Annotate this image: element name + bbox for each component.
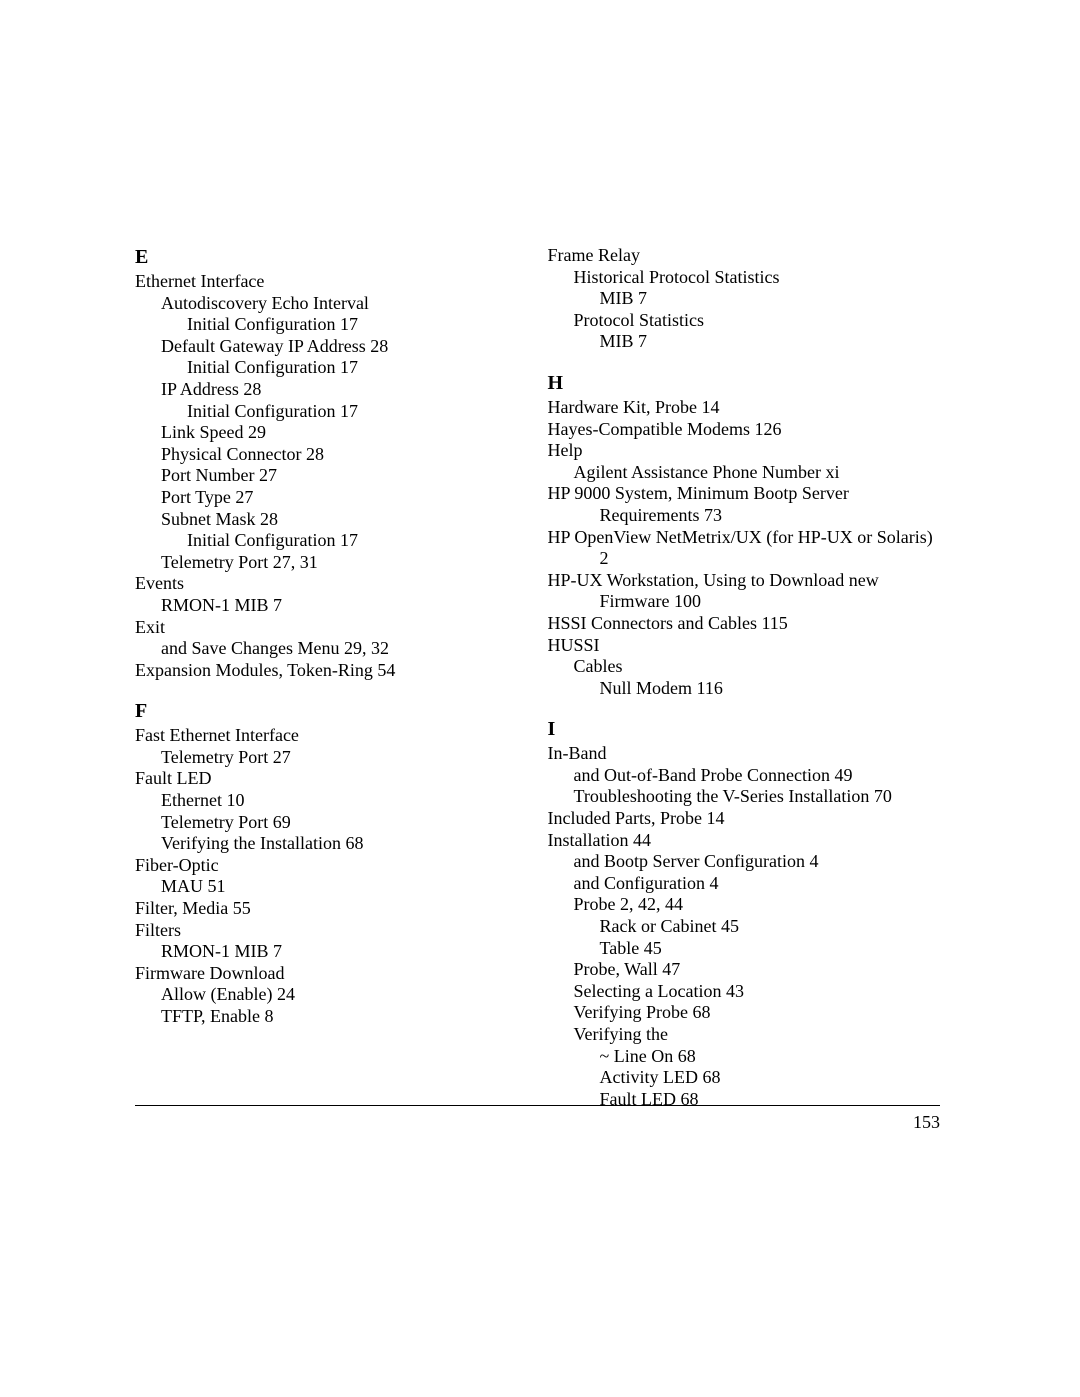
index-entry: HSSI Connectors and Cables 115 (548, 613, 941, 635)
index-entry: Fast Ethernet Interface (135, 725, 528, 747)
index-entry: Autodiscovery Echo Interval (135, 293, 528, 315)
index-entry: Exit (135, 617, 528, 639)
index-entry: RMON-1 MIB 7 (135, 941, 528, 963)
index-entry: Verifying the Installation 68 (135, 833, 528, 855)
index-entry: HP-UX Workstation, Using to Download new (548, 570, 941, 592)
index-entry: and Configuration 4 (548, 873, 941, 895)
index-entry: Fault LED (135, 768, 528, 790)
index-entry: and Bootp Server Configuration 4 (548, 851, 941, 873)
index-entry: and Save Changes Menu 29, 32 (135, 638, 528, 660)
index-entry: Troubleshooting the V-Series Installatio… (548, 786, 941, 808)
index-entry: Fiber-Optic (135, 855, 528, 877)
index-entry: Cables (548, 656, 941, 678)
index-section-letter: I (548, 717, 941, 741)
index-entry: Included Parts, Probe 14 (548, 808, 941, 830)
index-entry: Verifying the (548, 1024, 941, 1046)
index-entry: and Out-of-Band Probe Connection 49 (548, 765, 941, 787)
index-entry: Allow (Enable) 24 (135, 984, 528, 1006)
index-entry: Hardware Kit, Probe 14 (548, 397, 941, 419)
index-entry: Ethernet Interface (135, 271, 528, 293)
index-entry: Subnet Mask 28 (135, 509, 528, 531)
index-entry: Probe 2, 42, 44 (548, 894, 941, 916)
right-column: Frame RelayHistorical Protocol Statistic… (548, 245, 941, 1110)
index-entry: Historical Protocol Statistics (548, 267, 941, 289)
index-entry: Link Speed 29 (135, 422, 528, 444)
index-entry: Table 45 (548, 938, 941, 960)
page-number: 153 (913, 1112, 940, 1134)
index-page: EEthernet InterfaceAutodiscovery Echo In… (135, 245, 940, 1110)
index-entry: Hayes-Compatible Modems 126 (548, 419, 941, 441)
index-entry: MAU 51 (135, 876, 528, 898)
index-entry: In-Band (548, 743, 941, 765)
index-entry: Installation 44 (548, 830, 941, 852)
index-entry: Probe, Wall 47 (548, 959, 941, 981)
index-entry: Selecting a Location 43 (548, 981, 941, 1003)
index-entry: Firmware 100 (548, 591, 941, 613)
index-entry: Protocol Statistics (548, 310, 941, 332)
index-entry: MIB 7 (548, 288, 941, 310)
index-entry: Rack or Cabinet 45 (548, 916, 941, 938)
index-entry: Initial Configuration 17 (135, 357, 528, 379)
index-entry: Port Type 27 (135, 487, 528, 509)
index-entry: Port Number 27 (135, 465, 528, 487)
index-entry: HUSSI (548, 635, 941, 657)
index-entry: HP OpenView NetMetrix/UX (for HP-UX or S… (548, 527, 941, 549)
index-entry: Ethernet 10 (135, 790, 528, 812)
index-section-letter: H (548, 371, 941, 395)
index-entry: Firmware Download (135, 963, 528, 985)
index-columns: EEthernet InterfaceAutodiscovery Echo In… (135, 245, 940, 1110)
index-entry: Requirements 73 (548, 505, 941, 527)
index-entry: Frame Relay (548, 245, 941, 267)
index-entry: Default Gateway IP Address 28 (135, 336, 528, 358)
footer-rule (135, 1105, 940, 1106)
index-entry: Telemetry Port 27, 31 (135, 552, 528, 574)
index-entry: Initial Configuration 17 (135, 530, 528, 552)
index-entry: RMON-1 MIB 7 (135, 595, 528, 617)
index-entry: Verifying Probe 68 (548, 1002, 941, 1024)
index-entry: HP 9000 System, Minimum Bootp Server (548, 483, 941, 505)
index-entry: TFTP, Enable 8 (135, 1006, 528, 1028)
index-section-letter: E (135, 245, 528, 269)
index-entry: MIB 7 (548, 331, 941, 353)
index-entry: Help (548, 440, 941, 462)
index-entry: Null Modem 116 (548, 678, 941, 700)
index-entry: Filter, Media 55 (135, 898, 528, 920)
index-entry: ~ Line On 68 (548, 1046, 941, 1068)
index-entry: Activity LED 68 (548, 1067, 941, 1089)
index-entry: Initial Configuration 17 (135, 314, 528, 336)
index-entry: Physical Connector 28 (135, 444, 528, 466)
index-entry: Telemetry Port 69 (135, 812, 528, 834)
index-entry: Filters (135, 920, 528, 942)
index-entry: Initial Configuration 17 (135, 401, 528, 423)
index-entry: 2 (548, 548, 941, 570)
index-entry: Telemetry Port 27 (135, 747, 528, 769)
left-column: EEthernet InterfaceAutodiscovery Echo In… (135, 245, 528, 1110)
index-section-letter: F (135, 699, 528, 723)
index-entry: Fault LED 68 (548, 1089, 941, 1111)
index-entry: Events (135, 573, 528, 595)
index-entry: Expansion Modules, Token-Ring 54 (135, 660, 528, 682)
index-entry: Agilent Assistance Phone Number xi (548, 462, 941, 484)
index-entry: IP Address 28 (135, 379, 528, 401)
